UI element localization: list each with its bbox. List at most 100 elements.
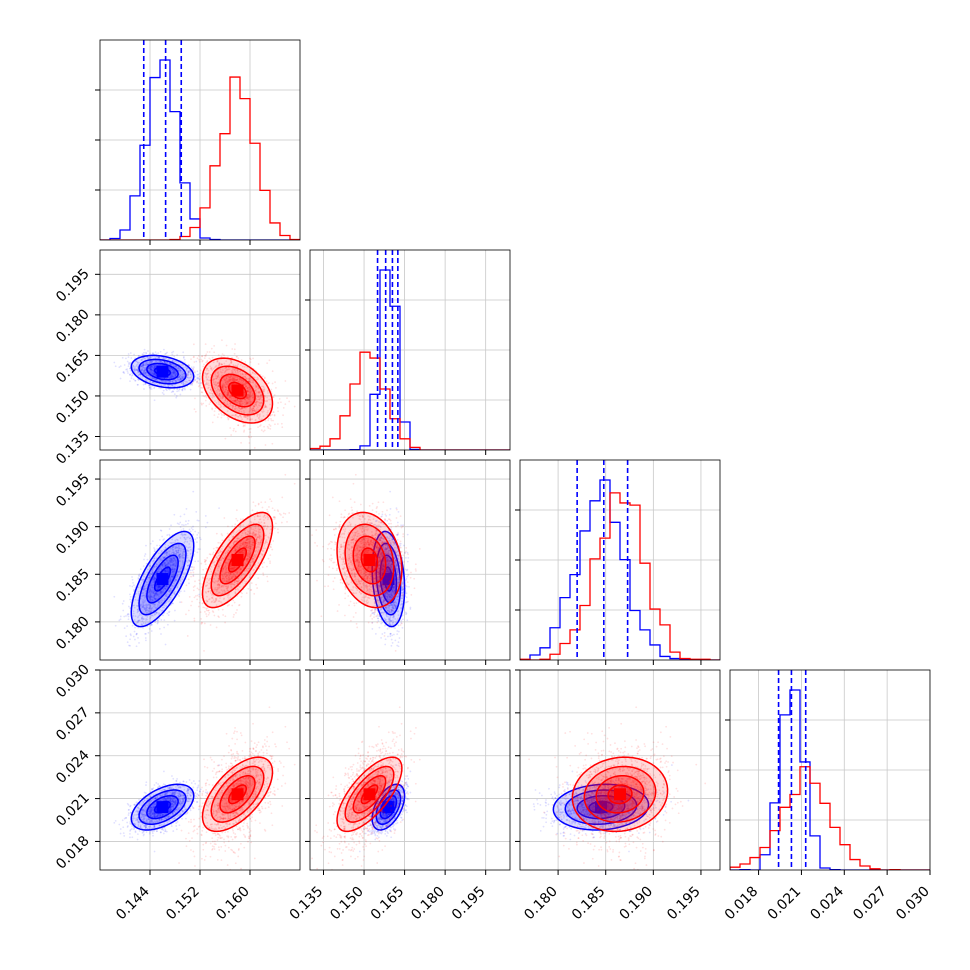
sample-point-red <box>253 405 255 408</box>
sample-point-red <box>272 419 275 422</box>
sample-point-blue <box>179 378 182 381</box>
sample-point-red <box>239 364 242 366</box>
sample-point-blue <box>190 375 193 378</box>
sample-point-red <box>214 382 217 384</box>
sample-point-blue <box>150 386 153 388</box>
sample-point-red <box>212 378 215 380</box>
sample-point-red <box>214 399 216 402</box>
sample-point-red <box>268 423 271 426</box>
sample-point-blue <box>144 373 147 375</box>
sample-point-red <box>245 402 248 405</box>
sample-point-red <box>208 403 211 406</box>
sample-point-blue <box>158 386 161 389</box>
sample-point-blue <box>194 560 197 563</box>
sample-point-blue <box>129 633 132 636</box>
sample-point-red <box>224 382 227 384</box>
sample-point-red <box>251 396 254 399</box>
sample-point-blue <box>158 357 161 360</box>
sample-point-red <box>208 357 211 360</box>
sample-point-blue <box>172 541 175 544</box>
sample-point-blue <box>135 369 137 372</box>
sample-point-red <box>211 421 214 424</box>
sample-point-red <box>263 387 266 390</box>
sample-point-red <box>225 360 228 363</box>
sample-point-blue <box>195 360 198 363</box>
sample-point-red <box>249 427 252 430</box>
sample-point-blue <box>176 379 179 381</box>
sample-point-blue <box>142 366 145 369</box>
sample-point-blue <box>143 348 146 351</box>
sample-point-blue <box>164 353 167 356</box>
sample-point-red <box>263 388 266 391</box>
sample-point-blue <box>141 353 144 356</box>
sample-point-red <box>259 425 261 427</box>
sample-point-red <box>226 400 229 403</box>
sample-point-red <box>217 373 220 375</box>
sample-point-blue <box>175 366 178 368</box>
sample-point-blue <box>149 356 152 359</box>
sample-point-red <box>269 427 272 430</box>
sample-point-red <box>211 392 214 395</box>
sample-point-red <box>248 396 251 399</box>
sample-point-red <box>246 390 249 393</box>
sample-point-red <box>215 401 218 404</box>
sample-point-blue <box>189 373 192 375</box>
sample-point-red <box>246 418 249 420</box>
sample-point-red <box>238 400 241 403</box>
sample-point-red <box>238 377 241 380</box>
sample-point-blue <box>178 378 181 381</box>
sample-point-red <box>266 411 269 414</box>
sample-point-blue <box>143 373 146 375</box>
sample-point-red <box>253 447 256 449</box>
sample-point-red <box>222 383 225 386</box>
sample-point-red <box>254 403 257 406</box>
sample-point-blue <box>145 361 148 364</box>
sample-point-red <box>218 378 221 381</box>
sample-point-blue <box>164 380 167 383</box>
sample-point-red <box>271 382 274 385</box>
sample-point-blue <box>141 369 143 371</box>
sample-point-blue <box>171 584 174 587</box>
sample-point-blue <box>148 384 151 387</box>
sample-point-blue <box>171 548 174 551</box>
sample-point-blue <box>188 528 191 531</box>
sample-point-red <box>244 375 247 378</box>
sample-point-blue <box>175 371 177 374</box>
sample-point-red <box>256 395 259 397</box>
sample-point-blue <box>144 368 147 371</box>
sample-point-blue <box>190 527 193 529</box>
sample-point-blue <box>174 609 176 612</box>
sample-point-red <box>229 378 232 381</box>
sample-point-blue <box>150 377 153 380</box>
sample-point-blue <box>177 367 180 370</box>
sample-point-red <box>255 409 258 412</box>
sample-point-blue <box>147 350 149 352</box>
sample-point-red <box>254 409 256 412</box>
sample-point-red <box>253 414 256 417</box>
sample-point-blue <box>153 365 156 367</box>
sample-point-blue <box>183 361 186 364</box>
sample-point-blue <box>170 374 173 376</box>
sample-point-red <box>199 369 202 372</box>
sample-point-blue <box>183 513 186 516</box>
sample-point-red <box>194 397 196 400</box>
sample-point-blue <box>158 356 160 359</box>
sample-point-red <box>248 391 251 393</box>
sample-point-blue <box>177 554 180 557</box>
sample-point-red <box>230 378 233 380</box>
sample-point-red <box>210 366 213 369</box>
sample-point-red <box>266 575 269 578</box>
sample-point-blue <box>174 374 177 377</box>
sample-point-blue <box>171 374 174 376</box>
sample-point-red <box>238 410 240 412</box>
sample-point-red <box>221 384 224 387</box>
sample-point-red <box>257 386 260 389</box>
sample-point-red <box>245 416 247 419</box>
sample-point-red <box>256 415 259 418</box>
sample-point-blue <box>181 371 184 374</box>
sample-point-red <box>259 402 262 405</box>
sample-point-blue <box>130 377 133 380</box>
sample-point-red <box>239 378 241 381</box>
sample-point-blue <box>168 528 171 530</box>
sample-point-red <box>213 410 216 413</box>
